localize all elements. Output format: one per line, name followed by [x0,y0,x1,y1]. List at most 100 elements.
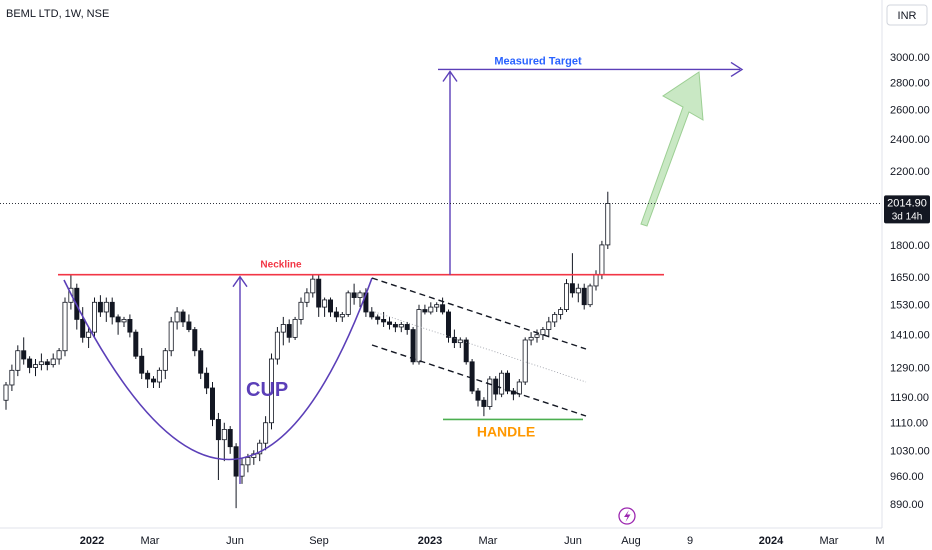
candle-body [398,324,404,328]
price-tick-label: 1410.00 [890,330,930,342]
candle [457,337,463,349]
candle [469,359,475,395]
candle [215,412,221,481]
time-axis[interactable]: 2022 Mar Jun Sep 2023 Mar Jun Aug 9 2024 Mar M [80,535,885,547]
candle-body [422,309,428,313]
handle-label: HANDLE [477,423,535,439]
candle [481,397,487,417]
candle [286,319,292,343]
candle [50,353,56,368]
price-tick-label: 2200.00 [890,166,930,178]
last-price-countdown: 3d 14h [892,211,923,222]
time-tick-label: Mar [820,535,839,547]
candle-body [198,350,204,374]
candle [528,332,534,346]
candle [298,297,304,325]
candle-body [381,319,387,323]
cup-label: CUP [246,379,288,401]
candle [209,382,215,427]
candle [558,307,564,320]
candle-body [516,381,522,395]
candle-body [487,378,493,407]
candle-body [475,390,481,401]
candle-body [434,304,440,308]
candle-body [97,301,103,313]
candle [133,329,139,360]
candle [327,297,333,317]
candle [174,307,180,330]
price-tick-label: 1030.00 [890,445,930,457]
candle [86,326,92,349]
candle-body [150,378,156,383]
candle-body [192,329,198,352]
candle [103,297,109,322]
candle-body [127,319,133,333]
price-tick-label: 890.00 [890,499,924,511]
candle [44,359,50,371]
candle [416,304,422,365]
candle [3,382,9,410]
candle-body [392,324,398,328]
candle-body [534,334,540,338]
candle [310,274,316,298]
candle-body [593,274,599,287]
candle-body [121,319,127,323]
lightning-icon[interactable] [618,507,636,525]
candle [392,321,398,333]
candle [251,450,257,465]
candle-body [174,311,180,323]
candle-body [221,429,227,441]
candle [398,321,404,333]
candle [540,326,546,340]
price-axis[interactable]: 3000.00 2800.00 2600.00 2400.00 2200.00 1800.… [890,52,930,511]
candle [599,240,605,280]
price-tick-label: 1800.00 [890,240,930,252]
price-tick-label: 2600.00 [890,105,930,117]
candle-body [558,309,564,315]
candle [333,307,339,322]
currency-label: INR [898,10,917,22]
last-price-badge [884,195,930,224]
candle-body [204,372,210,389]
candle-body [357,292,363,298]
candle [434,302,440,312]
candle [280,316,286,346]
chart-title: BEML LTD, 1W, NSE [6,8,109,20]
candle [316,274,322,317]
arrowhead-icon [232,275,248,288]
candle-body [162,350,168,371]
candle [21,337,27,365]
candle-body [575,287,581,294]
time-tick-label: Jun [564,535,582,547]
candle [233,443,239,509]
candle-body [564,283,570,310]
candle-body [186,321,192,330]
price-tick-label: 2400.00 [890,134,930,146]
candle-body [50,358,56,366]
candle [204,367,210,395]
candle-body [233,446,239,477]
currency-button[interactable]: INR [886,4,928,26]
candle [345,290,351,317]
candle [451,329,457,349]
projection-arrow-icon [640,71,704,227]
candle [38,353,44,371]
annotations-under [640,71,704,227]
candle-body [44,361,50,366]
candle-body [440,304,446,313]
candle-body [133,331,139,357]
candle [428,302,434,315]
candle-body [581,287,587,306]
candle-body [445,311,451,338]
time-tick-label: Jun [226,535,244,547]
candle [145,370,151,388]
candle-body [227,429,233,448]
price-tick-label: 1190.00 [890,392,929,404]
candle-body [109,301,115,318]
candle-body [103,301,109,313]
candle [375,314,381,325]
price-tick-label: 1650.00 [890,272,930,284]
candle [62,297,68,357]
candle-body [304,292,310,303]
